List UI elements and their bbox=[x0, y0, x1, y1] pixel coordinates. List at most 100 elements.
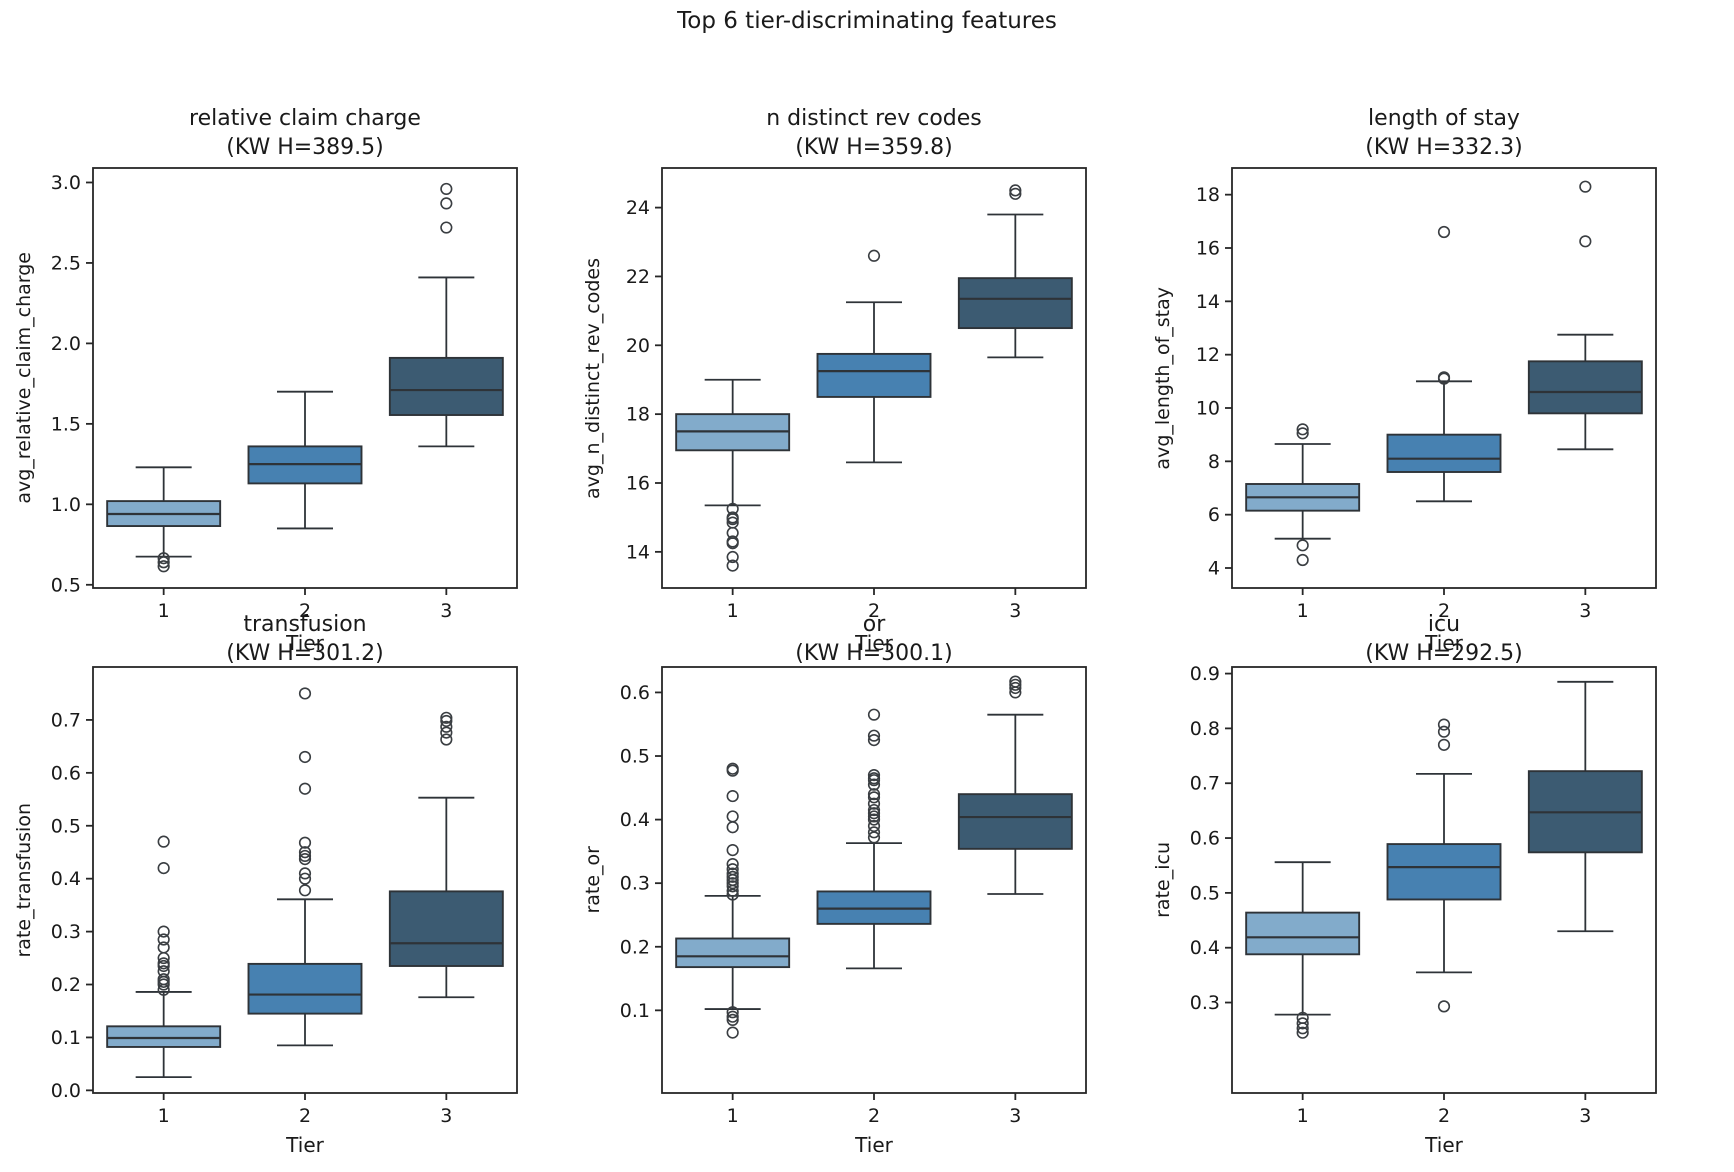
box-tier-2 bbox=[1386, 225, 1502, 503]
iqr-box bbox=[1245, 911, 1361, 956]
outlier-marker bbox=[440, 714, 453, 728]
subplot-title-relative-claim-charge: relative claim charge (KW H=389.5) bbox=[93, 104, 517, 162]
outlier-marker bbox=[726, 821, 739, 834]
y-tick-label: 3.0 bbox=[51, 172, 81, 194]
outlier-marker bbox=[298, 849, 312, 863]
outlier-marker bbox=[440, 726, 453, 739]
outlier-marker bbox=[726, 844, 739, 857]
y-tick-label: 0.1 bbox=[51, 1027, 81, 1049]
y-tick-label: 0.3 bbox=[1190, 992, 1220, 1014]
outlier-marker bbox=[867, 819, 881, 833]
outlier-marker bbox=[1437, 718, 1451, 731]
outlier-marker bbox=[157, 560, 170, 573]
y-tick-label: 2.5 bbox=[51, 252, 81, 274]
outlier-marker bbox=[1296, 1017, 1309, 1030]
outlier-marker bbox=[157, 835, 170, 848]
y-tick-label: 0.3 bbox=[51, 921, 81, 943]
outlier-marker bbox=[440, 182, 453, 196]
x-tick-label: 1 bbox=[727, 600, 739, 622]
x-tick-label: 3 bbox=[1579, 600, 1591, 622]
title-line2-kw-stat: (KW H=300.1) bbox=[795, 641, 953, 666]
x-tick-label: 3 bbox=[1009, 600, 1021, 622]
xlabel-tier-bottom-left: Tier bbox=[286, 1133, 324, 1157]
axes-1: 14 16 18 20 22 24 1 2 3 bbox=[626, 167, 1087, 622]
outlier-marker bbox=[157, 556, 170, 569]
outlier-marker bbox=[867, 788, 881, 801]
title-line2-kw-stat: (KW H=332.3) bbox=[1365, 135, 1523, 160]
outlier-marker bbox=[726, 867, 739, 880]
outlier-marker bbox=[726, 1026, 739, 1039]
outlier-marker bbox=[867, 826, 881, 839]
outlier-marker bbox=[298, 687, 312, 700]
outlier-marker bbox=[726, 1010, 739, 1023]
outlier-marker bbox=[867, 803, 881, 817]
y-tick-label: 0.0 bbox=[51, 1080, 81, 1102]
outlier-marker bbox=[157, 861, 170, 875]
ylabel-text: avg_relative_claim_charge bbox=[13, 252, 35, 504]
outlier-marker bbox=[298, 782, 312, 795]
ylabel-rate-transfusion: rate_transfusion bbox=[9, 667, 39, 1093]
outlier-marker bbox=[726, 1006, 739, 1019]
outlier-marker bbox=[1296, 1026, 1309, 1039]
y-tick-label: 14 bbox=[1196, 291, 1220, 313]
y-tick-label: 22 bbox=[626, 266, 650, 288]
outlier-marker bbox=[867, 791, 881, 804]
ylabel-text: avg_length_of_stay bbox=[1152, 286, 1174, 470]
outlier-marker bbox=[157, 973, 170, 986]
y-tick-label: 0.6 bbox=[51, 762, 81, 784]
iqr-box bbox=[1386, 843, 1502, 901]
title-line1: relative claim charge bbox=[189, 106, 421, 131]
ylabel-rate-icu: rate_icu bbox=[1148, 667, 1178, 1093]
iqr-box bbox=[816, 352, 932, 398]
box-tier-3 bbox=[1527, 680, 1643, 933]
y-tick-label: 8 bbox=[1208, 451, 1220, 473]
box-tier-1 bbox=[106, 466, 222, 573]
iqr-box bbox=[675, 937, 791, 969]
outlier-marker bbox=[1579, 235, 1592, 248]
outlier-marker bbox=[867, 729, 881, 742]
outlier-marker bbox=[726, 764, 739, 777]
outlier-marker bbox=[1296, 423, 1309, 436]
xlabel-tier-top-mid: Tier bbox=[855, 631, 893, 655]
outlier-marker bbox=[440, 720, 453, 733]
y-tick-label: 18 bbox=[1196, 184, 1220, 206]
iqr-box bbox=[388, 890, 504, 967]
y-tick-label: 0.5 bbox=[51, 574, 81, 596]
box-tier-3 bbox=[1527, 180, 1643, 451]
outlier-marker bbox=[1437, 738, 1451, 751]
x-tick-label: 2 bbox=[868, 1105, 880, 1127]
outlier-marker bbox=[726, 870, 739, 883]
x-tick-label: 3 bbox=[1579, 1105, 1591, 1127]
y-tick-label: 0.6 bbox=[1190, 828, 1220, 850]
y-tick-label: 18 bbox=[626, 404, 650, 426]
iqr-box bbox=[1527, 360, 1643, 415]
y-tick-label: 0.8 bbox=[1190, 718, 1220, 740]
box-tier-2 bbox=[816, 249, 932, 464]
x-tick-label: 2 bbox=[868, 600, 880, 622]
y-tick-label: 20 bbox=[626, 335, 650, 357]
x-tick-label: 2 bbox=[299, 600, 311, 622]
outlier-marker bbox=[726, 789, 739, 803]
outlier-marker bbox=[298, 867, 312, 880]
title-line1: icu bbox=[1427, 612, 1461, 637]
subplot-title-icu: icu (KW H=292.5) bbox=[1232, 610, 1656, 668]
x-tick-label: 1 bbox=[1297, 1105, 1309, 1127]
box-tier-1 bbox=[675, 762, 791, 1039]
y-tick-label: 16 bbox=[1196, 238, 1220, 260]
outlier-marker bbox=[157, 965, 170, 978]
outlier-marker bbox=[440, 711, 453, 724]
box-tier-1 bbox=[106, 835, 222, 1079]
y-tick-label: 6 bbox=[1208, 504, 1220, 526]
x-tick-label: 3 bbox=[440, 600, 452, 622]
y-tick-label: 16 bbox=[626, 473, 650, 495]
outlier-marker bbox=[1009, 675, 1022, 688]
title-line2-kw-stat: (KW H=359.8) bbox=[795, 135, 953, 160]
outlier-marker bbox=[726, 513, 739, 526]
y-tick-label: 0.3 bbox=[620, 873, 650, 895]
outlier-marker bbox=[1009, 681, 1022, 695]
outlier-marker bbox=[867, 734, 881, 747]
outlier-marker bbox=[867, 772, 881, 785]
outlier-marker bbox=[726, 810, 739, 823]
